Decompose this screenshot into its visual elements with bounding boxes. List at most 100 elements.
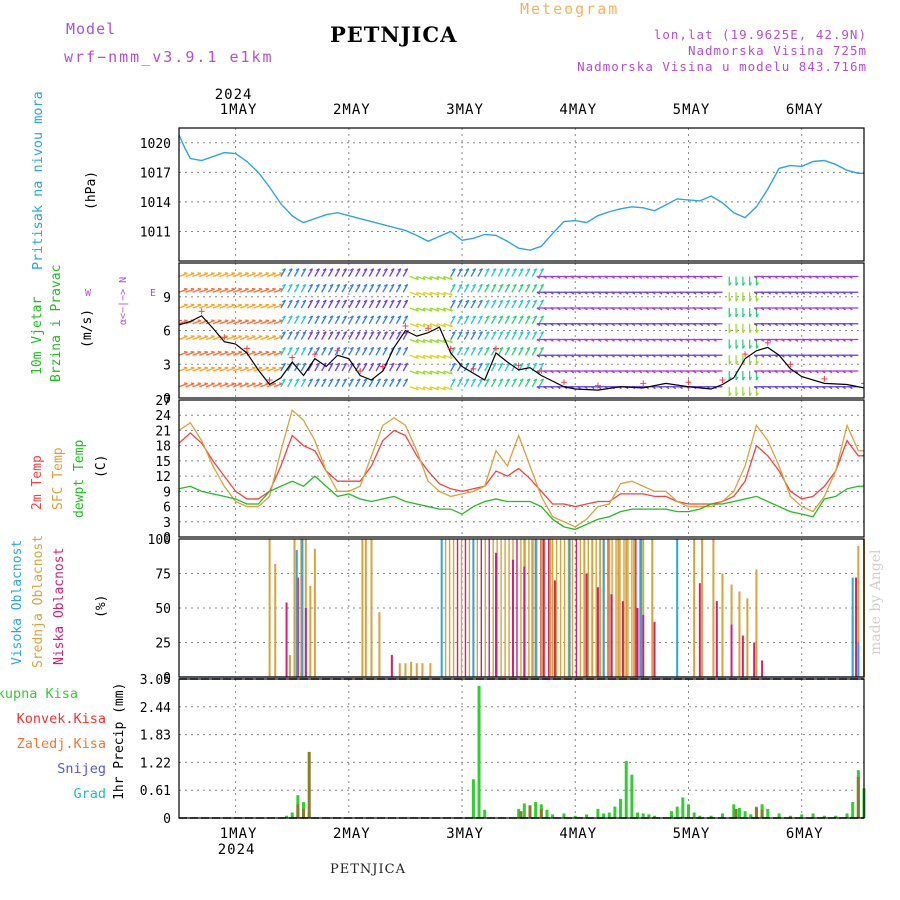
wind-barb-head bbox=[774, 386, 778, 390]
cloud-tick-label: 100 bbox=[148, 533, 171, 548]
wind-barb-head bbox=[282, 315, 286, 319]
wind-barb-head bbox=[753, 354, 758, 358]
wind-barb bbox=[327, 268, 334, 277]
wind-barb-head bbox=[735, 345, 739, 349]
panel-frame bbox=[178, 399, 865, 538]
wind-gust-marker bbox=[311, 351, 318, 358]
wind-barb-head bbox=[512, 299, 517, 303]
wind-barb-head bbox=[767, 386, 772, 390]
wind-barb-head bbox=[735, 329, 739, 334]
wind-barb-head bbox=[713, 307, 717, 311]
wind-barb bbox=[382, 268, 388, 277]
wind-barb bbox=[192, 383, 202, 388]
wind-barb bbox=[321, 284, 327, 293]
wind-barb bbox=[463, 299, 470, 309]
wind-barb-head bbox=[835, 338, 840, 342]
wind-barb-head bbox=[329, 378, 334, 382]
wind-barb-head bbox=[231, 335, 236, 338]
wind-barb bbox=[463, 268, 470, 277]
wind-barb bbox=[368, 268, 375, 277]
wind-barb bbox=[327, 347, 334, 356]
wind-barb-head bbox=[767, 370, 772, 374]
wind-barb-head bbox=[363, 362, 368, 366]
wind-barb bbox=[253, 351, 263, 356]
wind-barb bbox=[334, 284, 341, 293]
wind-barb-head bbox=[742, 376, 746, 381]
wind-barb-head bbox=[672, 338, 677, 342]
wind-barb-head bbox=[849, 338, 853, 342]
wind-barb-head bbox=[540, 362, 544, 366]
wind-barb-head bbox=[611, 370, 615, 374]
wind-barb-head bbox=[767, 291, 772, 295]
wind-barb-head bbox=[472, 378, 476, 382]
wind-barb bbox=[212, 383, 222, 388]
wind-barb bbox=[361, 378, 368, 388]
wind-barb bbox=[477, 284, 483, 293]
wind-barb-head bbox=[356, 378, 361, 382]
wind-gust-marker bbox=[742, 351, 749, 358]
wind-barb bbox=[504, 284, 511, 293]
wind-barb bbox=[192, 351, 202, 356]
altitude-label: Nadmorska Visina 725m bbox=[687, 43, 867, 58]
wind-barb-head bbox=[794, 354, 799, 358]
precip-conv-bar bbox=[754, 807, 758, 818]
wind-barb-head bbox=[272, 287, 276, 290]
wind-barb-head bbox=[597, 307, 602, 311]
wind-barb-head bbox=[465, 268, 470, 271]
wind-barb-head bbox=[801, 291, 806, 295]
wind-barb-head bbox=[842, 275, 846, 279]
wind-barb-head bbox=[465, 283, 470, 287]
precip-total-bar bbox=[737, 807, 741, 818]
wind-barb bbox=[443, 291, 453, 296]
wind-barb-head bbox=[265, 319, 270, 322]
wind-barb-head bbox=[329, 362, 334, 366]
wind-barb-head bbox=[390, 299, 395, 303]
wind-barb-head bbox=[794, 275, 799, 279]
wind-barb-head bbox=[556, 386, 561, 390]
pressure-line bbox=[178, 134, 864, 251]
wind-barb bbox=[246, 383, 256, 388]
wind-barb bbox=[348, 347, 354, 356]
wind-barb-head bbox=[295, 299, 300, 303]
wind-barb-head bbox=[315, 283, 320, 287]
wind-barb-head bbox=[735, 297, 739, 302]
wind-barb bbox=[375, 268, 382, 277]
wind-barb bbox=[538, 299, 545, 309]
wind-barb-head bbox=[451, 299, 456, 303]
wind-barb bbox=[205, 383, 215, 388]
wind-barb bbox=[409, 370, 419, 375]
day-tick-label-top: 1MAY bbox=[220, 102, 258, 118]
wind-barb bbox=[423, 291, 433, 296]
wind-barb-head bbox=[835, 354, 840, 358]
wind-barb-head bbox=[753, 370, 758, 374]
panel-frame bbox=[178, 538, 865, 678]
wind-barb-head bbox=[258, 303, 263, 306]
wind-barb bbox=[267, 320, 276, 325]
wind-barb-head bbox=[672, 291, 677, 295]
wind-barb-head bbox=[519, 362, 524, 366]
wind-barb-head bbox=[611, 354, 615, 358]
wind-barb bbox=[219, 320, 229, 325]
wind-barb-head bbox=[309, 283, 313, 287]
wind-barb-head bbox=[231, 366, 236, 369]
wind-barb-head bbox=[543, 354, 547, 358]
wind-barb-head bbox=[370, 331, 375, 334]
wind-barb-head bbox=[370, 315, 375, 319]
wind-barb bbox=[497, 347, 504, 356]
wind-gust-marker bbox=[266, 377, 273, 383]
wind-barb-head bbox=[211, 287, 215, 290]
wind-barb bbox=[518, 284, 524, 293]
wind-barb bbox=[518, 299, 524, 309]
precip-total-bar bbox=[647, 814, 651, 818]
wind-barb bbox=[205, 367, 215, 372]
wind-barb bbox=[205, 272, 215, 278]
wind-barb-head bbox=[692, 291, 697, 295]
wind-barb bbox=[450, 362, 456, 372]
wind-barb bbox=[287, 299, 293, 309]
wind-barb-head bbox=[749, 282, 753, 286]
wind-barb-head bbox=[265, 287, 270, 290]
wind-barb-head bbox=[753, 307, 758, 311]
wind-barb bbox=[273, 272, 283, 278]
wind-barb-head bbox=[429, 355, 433, 359]
wind-barb bbox=[314, 331, 320, 340]
